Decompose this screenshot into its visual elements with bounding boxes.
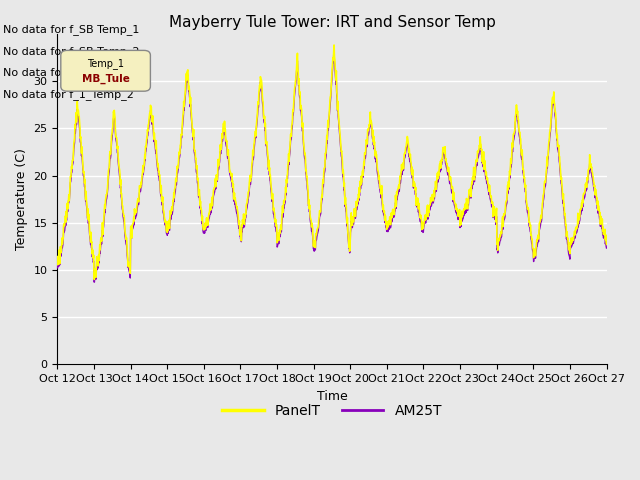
Title: Mayberry Tule Tower: IRT and Sensor Temp: Mayberry Tule Tower: IRT and Sensor Temp xyxy=(168,15,495,30)
Y-axis label: Temperature (C): Temperature (C) xyxy=(15,148,28,250)
Text: No data for f_1_Temp_2: No data for f_1_Temp_2 xyxy=(3,89,134,100)
Text: Temp_1: Temp_1 xyxy=(87,59,124,70)
X-axis label: Time: Time xyxy=(317,390,348,403)
Text: MB_Tule: MB_Tule xyxy=(82,73,129,84)
Text: No data for f_1_Temp_1: No data for f_1_Temp_1 xyxy=(3,67,134,78)
Text: No data for f_SB Temp_1: No data for f_SB Temp_1 xyxy=(3,24,140,35)
Legend: PanelT, AM25T: PanelT, AM25T xyxy=(216,398,447,423)
Text: No data for f_SB Temp_2: No data for f_SB Temp_2 xyxy=(3,46,140,57)
